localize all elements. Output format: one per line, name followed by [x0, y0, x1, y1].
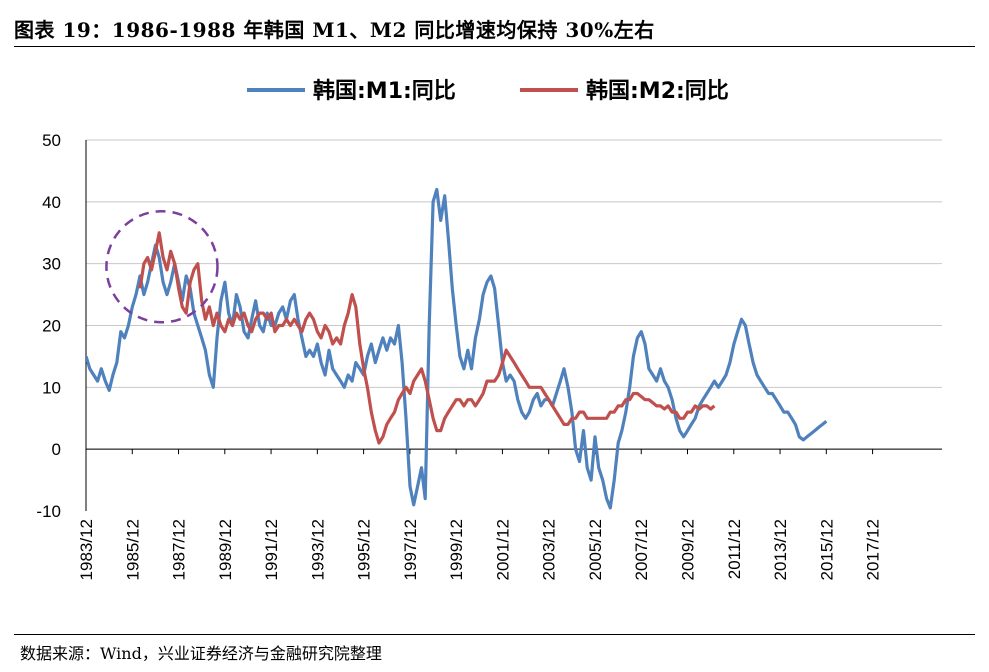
series-line-m1 [86, 187, 828, 510]
y-tick-label: 20 [42, 317, 61, 336]
title-rule [14, 46, 975, 47]
source-note: 数据来源：Wind，兴业证券经济与金融研究院整理 [20, 644, 382, 663]
legend-item-m2: 韩国:M2:同比 [520, 78, 729, 104]
x-tick-label: 2001/12 [493, 519, 512, 580]
x-tick-label: 1985/12 [123, 519, 142, 580]
legend-label: 韩国:M2:同比 [586, 78, 729, 104]
highlight-circle [105, 209, 219, 324]
y-tick-label: 0 [52, 440, 61, 459]
x-tick-label: 2015/12 [817, 519, 836, 580]
legend-label: 韩国:M1:同比 [313, 78, 456, 104]
x-tick-label: 1999/12 [447, 519, 466, 580]
y-tick-label: 10 [42, 378, 61, 397]
x-tick-label: 1987/12 [170, 519, 189, 580]
x-tick-label: 2007/12 [632, 519, 651, 580]
x-tick-label: 2003/12 [540, 519, 559, 580]
x-tick-label: 1991/12 [262, 519, 281, 580]
x-tick-label: 2009/12 [679, 519, 698, 580]
x-tick-label: 1989/12 [216, 519, 235, 580]
x-tick-labels: 1983/12 1985/12 1987/12 1989/12 1991/12 1993/… [77, 519, 883, 580]
chart-annotation [105, 209, 219, 324]
x-tick-label: 1995/12 [355, 519, 374, 580]
line-chart: -10 0 10 20 30 40 50 1983/12 1985/12 1987/12 1989… [36, 78, 942, 580]
chart-grid [86, 139, 942, 450]
x-tick-label: 2011/12 [725, 519, 744, 579]
y-tick-labels: -10 0 10 20 30 40 50 [36, 131, 61, 521]
chart-legend: 韩国:M1:同比 韩国:M2:同比 [247, 78, 729, 104]
x-tick-label: 2005/12 [586, 519, 605, 580]
y-tick-label: 50 [42, 131, 61, 150]
y-tick-label: 40 [42, 193, 61, 212]
x-tick-label: 1997/12 [401, 519, 420, 580]
page-title: 图表 19：1986-1988 年韩国 M1、M2 同比增速均保持 30%左右 [14, 18, 655, 42]
y-tick-label: -10 [36, 502, 61, 521]
x-tick-label: 1983/12 [77, 519, 96, 580]
source-rule [14, 634, 975, 635]
x-tick-label: 2013/12 [771, 519, 790, 580]
x-tick-label: 2017/12 [864, 519, 883, 580]
y-tick-label: 30 [42, 255, 61, 274]
series-line-m2 [138, 231, 716, 445]
series-lines [86, 187, 828, 510]
x-tick-label: 1993/12 [308, 519, 327, 580]
legend-item-m1: 韩国:M1:同比 [247, 78, 456, 104]
